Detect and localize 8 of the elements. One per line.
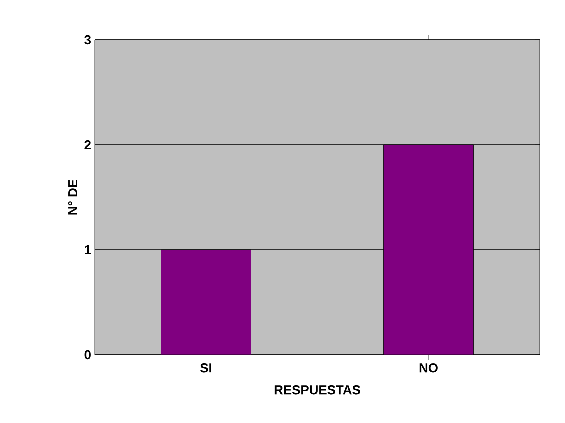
- y-tick-label: 2: [84, 140, 91, 150]
- y-axis-title: N° DE: [68, 180, 78, 215]
- y-tick-label: 0: [84, 350, 91, 360]
- y-tick-label: 3: [84, 35, 92, 45]
- x-axis-title: RESPUESTAS: [274, 386, 360, 395]
- y-tick-label: 1: [85, 246, 92, 254]
- x-tick-label: NO: [420, 364, 438, 373]
- x-tick-label: SI: [200, 364, 212, 373]
